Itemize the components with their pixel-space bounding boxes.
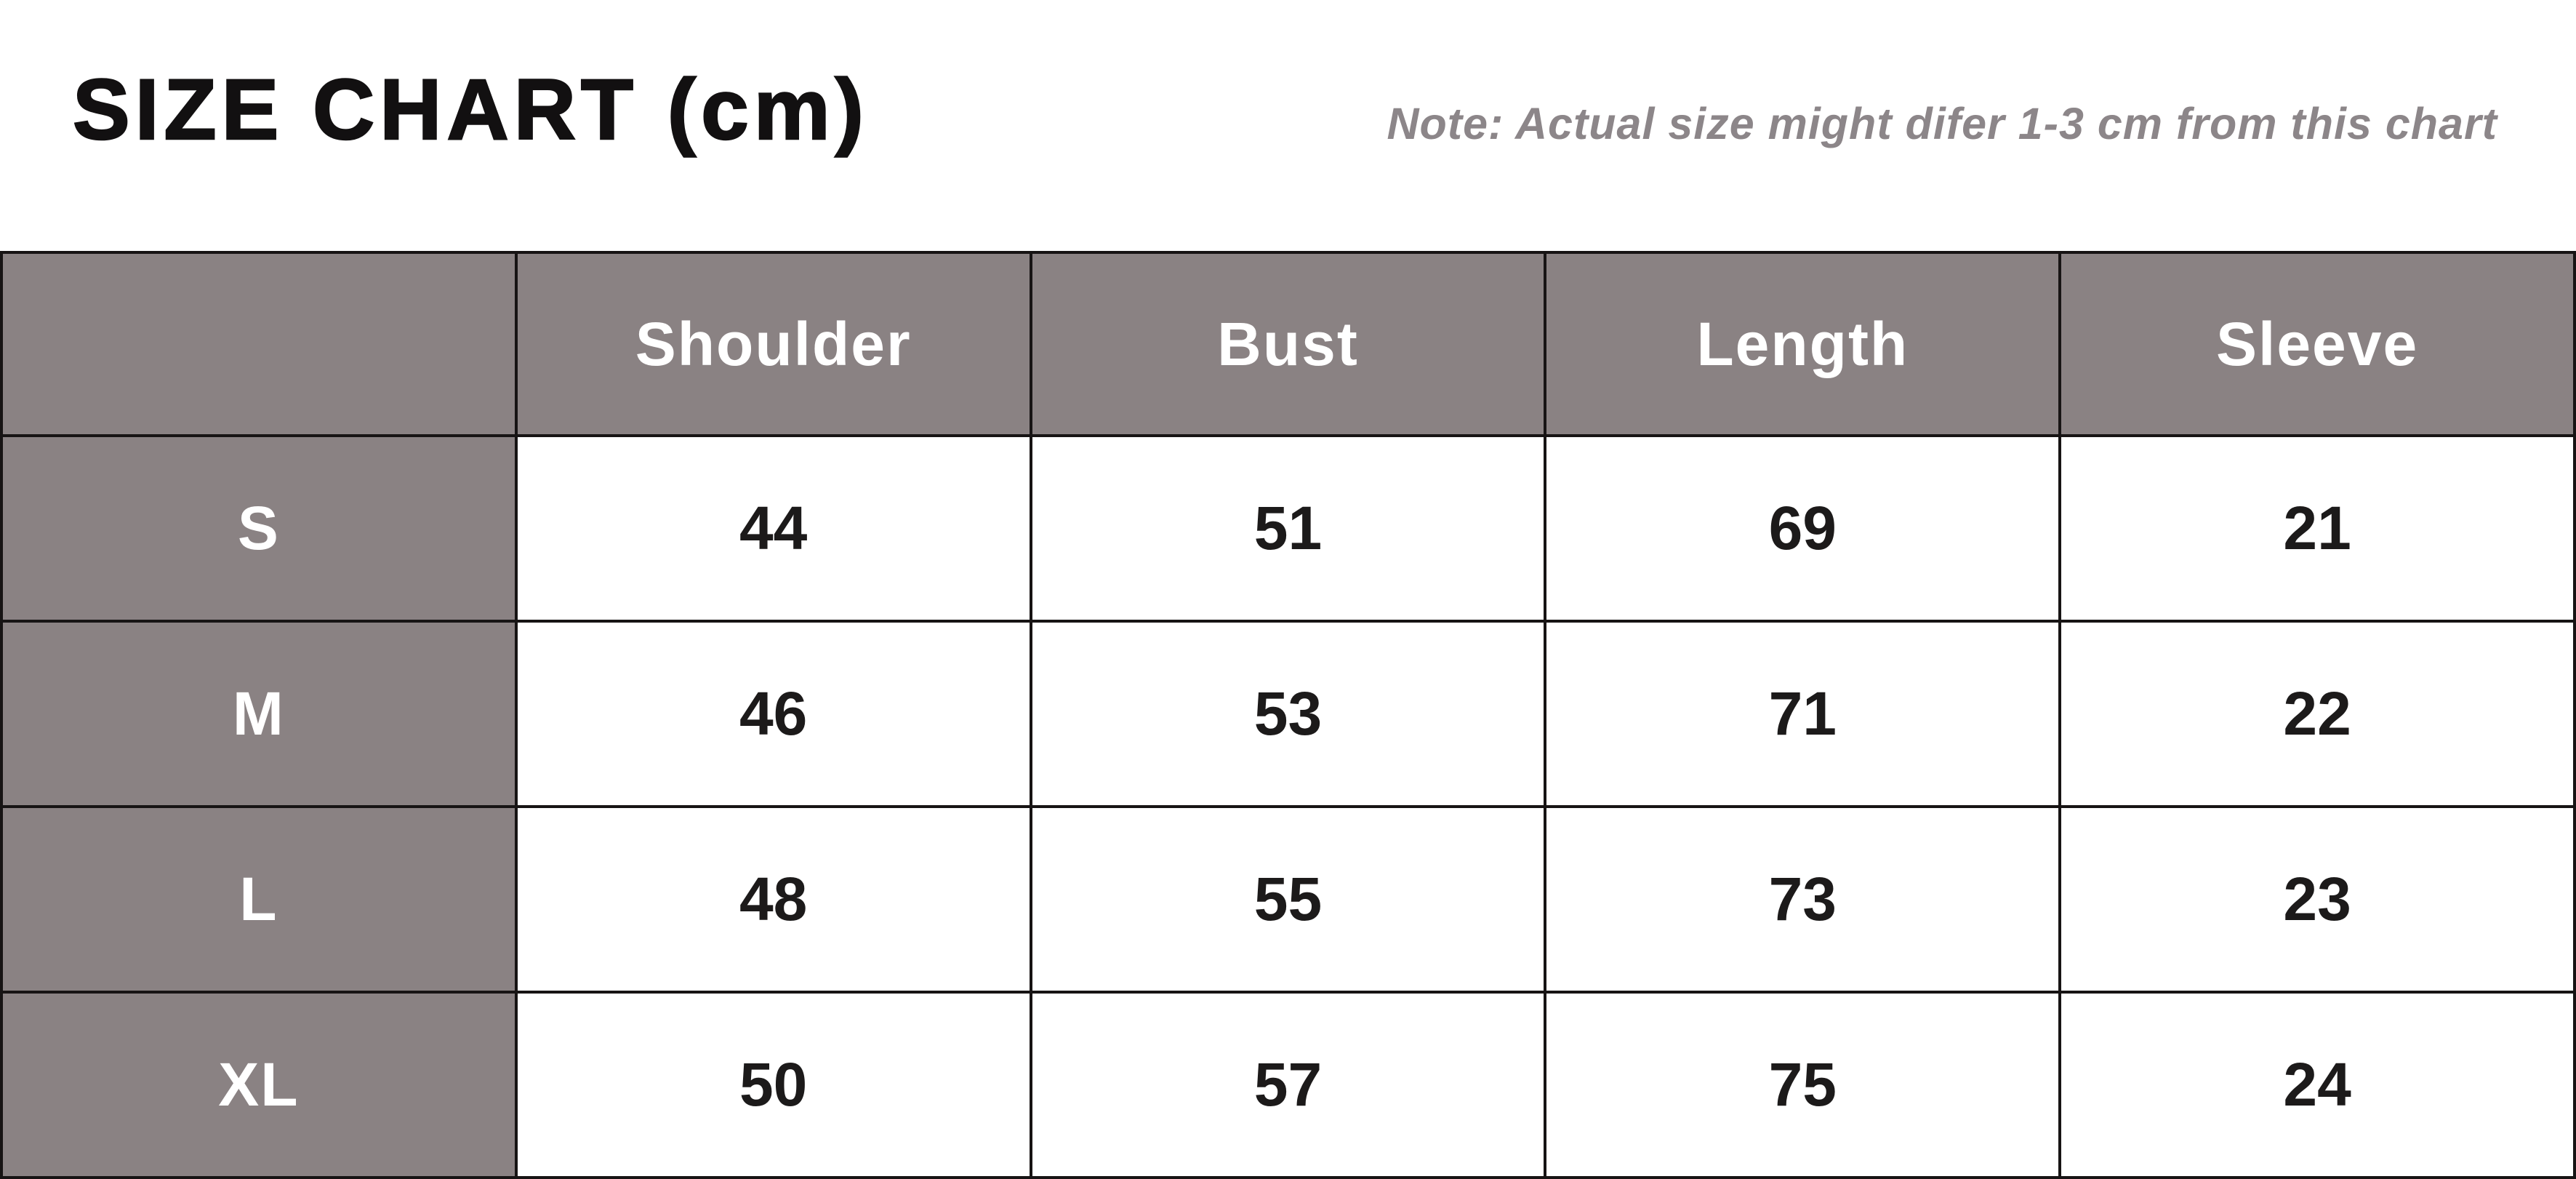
cell-l-shoulder: 48 [514, 805, 1032, 994]
page-header: SIZE CHART (cm) Note: Actual size might … [0, 0, 2576, 158]
cell-xl-length: 75 [1544, 991, 2062, 1179]
column-header-sleeve: Sleeve [2058, 251, 2576, 437]
cell-m-bust: 53 [1029, 620, 1547, 808]
row-label-xl: XL [0, 991, 518, 1179]
column-header-shoulder: Shoulder [514, 251, 1032, 437]
note-text: Note: Actual size might difer 1-3 cm fro… [1387, 99, 2497, 148]
header-empty-cell [0, 251, 518, 437]
cell-m-sleeve: 22 [2058, 620, 2576, 808]
column-header-bust: Bust [1029, 251, 1547, 437]
cell-m-length: 71 [1544, 620, 2062, 808]
table-row-xl: XL 50 57 75 24 [0, 991, 2576, 1179]
header-row: Shoulder Bust Length Sleeve [0, 251, 2576, 437]
table-row-m: M 46 53 71 22 [0, 620, 2576, 808]
row-label-s: S [0, 434, 518, 623]
cell-l-length: 73 [1544, 805, 2062, 994]
cell-l-bust: 55 [1029, 805, 1547, 994]
row-label-l: L [0, 805, 518, 994]
cell-s-shoulder: 44 [514, 434, 1032, 623]
column-header-length: Length [1544, 251, 2062, 437]
cell-xl-shoulder: 50 [514, 991, 1032, 1179]
row-label-m: M [0, 620, 518, 808]
cell-s-length: 69 [1544, 434, 2062, 623]
cell-s-sleeve: 21 [2058, 434, 2576, 623]
cell-xl-sleeve: 24 [2058, 991, 2576, 1179]
table-row-s: S 44 51 69 21 [0, 434, 2576, 623]
page-title: SIZE CHART (cm) [72, 62, 869, 158]
cell-s-bust: 51 [1029, 434, 1547, 623]
cell-xl-bust: 57 [1029, 991, 1547, 1179]
cell-m-shoulder: 46 [514, 620, 1032, 808]
size-table: Shoulder Bust Length Sleeve S 44 51 69 2… [0, 251, 2576, 1179]
table-row-l: L 48 55 73 23 [0, 805, 2576, 994]
cell-l-sleeve: 23 [2058, 805, 2576, 994]
